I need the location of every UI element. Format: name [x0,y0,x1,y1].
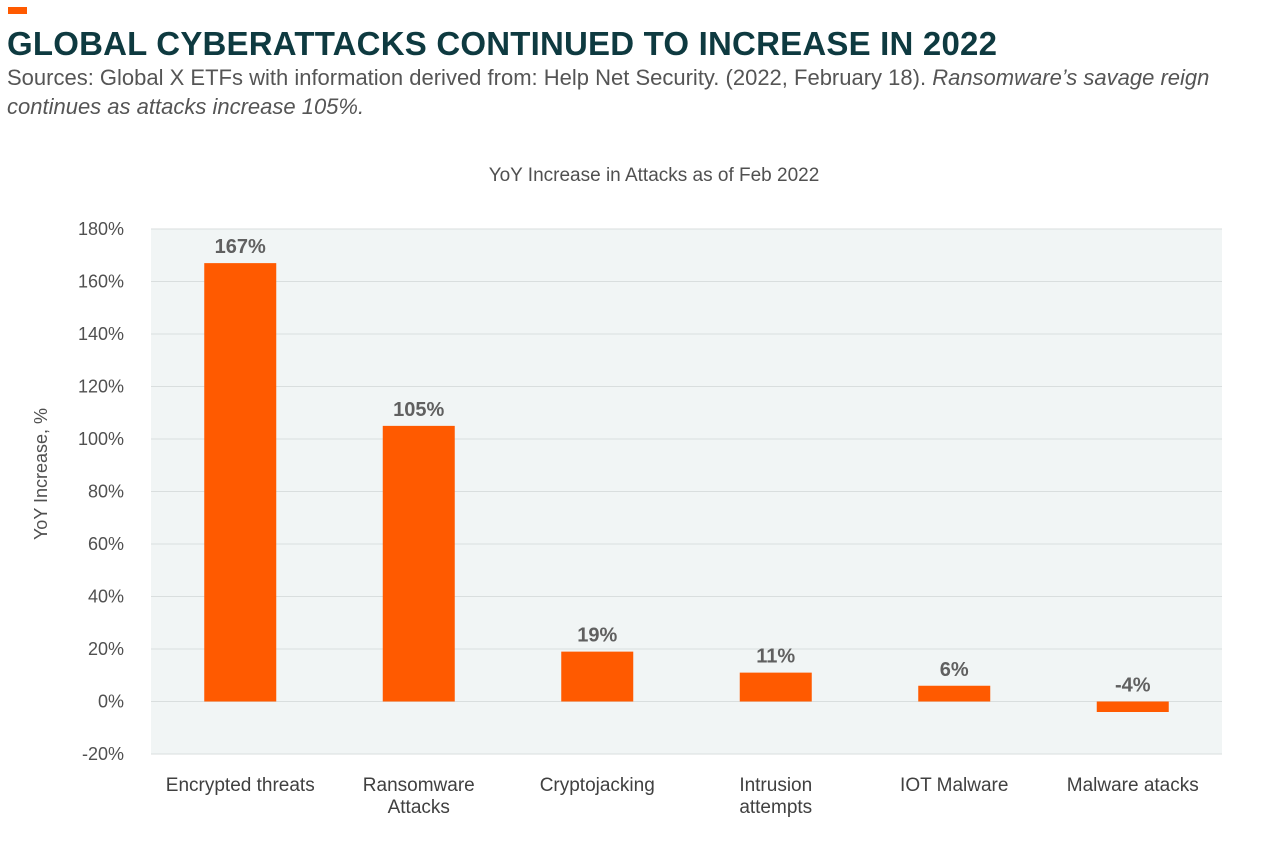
x-category-label: Intrusion attempts [739,775,812,818]
y-tick-label: 40% [88,587,124,607]
source-plain: Sources: Global X ETFs with information … [7,65,927,90]
bar [204,263,277,702]
bar [739,672,812,702]
x-category-label-line: Cryptojacking [540,775,655,796]
y-tick-label: 0% [98,692,124,712]
y-tick-label: 140% [78,324,124,344]
x-category-label-line: Ransomware [363,775,475,796]
plot-area: -20% 0% 20% 40% 60% 80% 100% 120% 140% 160% 180% 16… [78,219,1222,818]
x-category-label-line: Intrusion [739,775,812,796]
y-tick-label: 80% [88,482,124,502]
y-axis-title: YoY Increase, % [31,408,51,540]
accent-bar [8,7,27,14]
y-tick-label: 60% [88,534,124,554]
data-label: -4% [1115,675,1151,697]
x-category-label: Ransomware Attacks [363,775,475,818]
data-label: 167% [215,236,266,258]
y-tick-label: 20% [88,639,124,659]
source-note: Sources: Global X ETFs with information … [7,63,1257,121]
x-category-label: Cryptojacking [540,775,655,796]
x-category-label-line: IOT Malware [900,775,1008,796]
data-label: 6% [940,659,969,681]
x-category-label-line: attempts [739,797,812,818]
data-label: 105% [393,399,444,421]
y-tick-label: -20% [82,744,124,764]
data-label: 19% [577,625,617,647]
bar [1096,701,1169,712]
y-tick-label: 120% [78,377,124,397]
x-category-label-line: Malware atacks [1067,775,1199,796]
y-tick-label: 180% [78,219,124,239]
x-category-label: Encrypted threats [166,775,315,796]
y-tick-label: 100% [78,429,124,449]
bar [918,685,991,702]
y-tick-label: 160% [78,272,124,292]
chart-title: YoY Increase in Attacks as of Feb 2022 [489,165,820,186]
source-italic: Ransomware’s savage reign continues as a… [7,65,1210,119]
x-category-label: Malware atacks [1067,775,1199,796]
x-category-label-line: Encrypted threats [166,775,315,796]
data-label: 11% [756,646,795,668]
page-title: GLOBAL CYBERATTACKS CONTINUED TO INCREAS… [7,25,998,62]
x-category-label: IOT Malware [900,775,1008,796]
bar [382,425,455,702]
x-category-label-line: Attacks [388,797,450,818]
bar [561,651,634,702]
